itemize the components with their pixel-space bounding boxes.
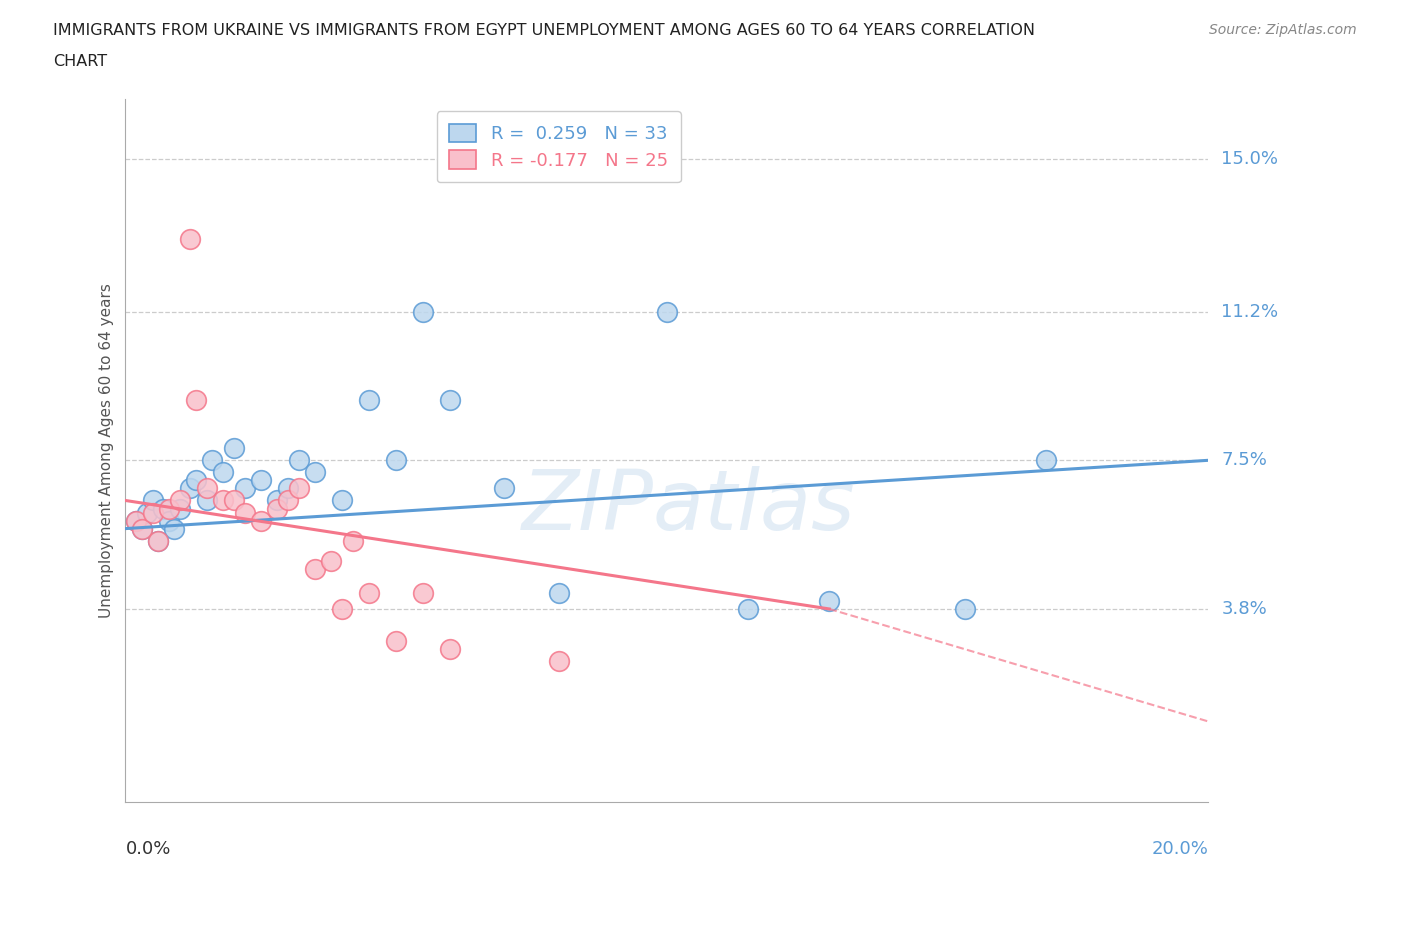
Point — [818, 593, 841, 608]
Point — [385, 633, 408, 648]
Point — [277, 481, 299, 496]
Point — [141, 493, 163, 508]
Point — [737, 602, 759, 617]
Point — [184, 473, 207, 488]
Text: 3.8%: 3.8% — [1222, 600, 1267, 618]
Point — [195, 493, 218, 508]
Point — [131, 521, 153, 536]
Point — [266, 501, 288, 516]
Point — [655, 304, 678, 319]
Text: Source: ZipAtlas.com: Source: ZipAtlas.com — [1209, 23, 1357, 37]
Point — [321, 553, 343, 568]
Text: 20.0%: 20.0% — [1152, 841, 1208, 858]
Point — [266, 493, 288, 508]
Point — [250, 473, 273, 488]
Point — [277, 493, 299, 508]
Point — [412, 586, 434, 601]
Point — [330, 493, 353, 508]
Legend: R =  0.259   N = 33, R = -0.177   N = 25: R = 0.259 N = 33, R = -0.177 N = 25 — [437, 112, 681, 182]
Point — [212, 493, 235, 508]
Point — [157, 513, 180, 528]
Point — [157, 501, 180, 516]
Point — [385, 453, 408, 468]
Point — [439, 642, 461, 657]
Point — [287, 481, 309, 496]
Point — [953, 602, 976, 617]
Y-axis label: Unemployment Among Ages 60 to 64 years: Unemployment Among Ages 60 to 64 years — [100, 283, 114, 618]
Point — [233, 505, 256, 520]
Point — [439, 392, 461, 407]
Point — [125, 513, 148, 528]
Point — [146, 533, 169, 548]
Point — [152, 501, 174, 516]
Text: 0.0%: 0.0% — [125, 841, 172, 858]
Point — [304, 562, 326, 577]
Point — [547, 586, 569, 601]
Point — [330, 602, 353, 617]
Point — [547, 654, 569, 669]
Point — [146, 533, 169, 548]
Text: ZIPatlas: ZIPatlas — [522, 466, 855, 547]
Point — [342, 533, 364, 548]
Point — [233, 481, 256, 496]
Text: IMMIGRANTS FROM UKRAINE VS IMMIGRANTS FROM EGYPT UNEMPLOYMENT AMONG AGES 60 TO 6: IMMIGRANTS FROM UKRAINE VS IMMIGRANTS FR… — [53, 23, 1035, 38]
Point — [287, 453, 309, 468]
Point — [359, 586, 381, 601]
Text: 15.0%: 15.0% — [1222, 150, 1278, 168]
Point — [1035, 453, 1057, 468]
Text: CHART: CHART — [53, 54, 107, 69]
Point — [304, 465, 326, 480]
Point — [169, 493, 191, 508]
Point — [136, 505, 159, 520]
Point — [169, 501, 191, 516]
Point — [494, 481, 516, 496]
Point — [359, 392, 381, 407]
Point — [184, 392, 207, 407]
Point — [163, 521, 186, 536]
Point — [250, 513, 273, 528]
Text: 7.5%: 7.5% — [1222, 451, 1267, 470]
Point — [212, 465, 235, 480]
Point — [412, 304, 434, 319]
Point — [222, 441, 245, 456]
Point — [131, 521, 153, 536]
Point — [179, 232, 201, 246]
Point — [201, 453, 224, 468]
Point — [222, 493, 245, 508]
Point — [141, 505, 163, 520]
Point — [125, 513, 148, 528]
Point — [179, 481, 201, 496]
Point — [195, 481, 218, 496]
Text: 11.2%: 11.2% — [1222, 302, 1278, 321]
